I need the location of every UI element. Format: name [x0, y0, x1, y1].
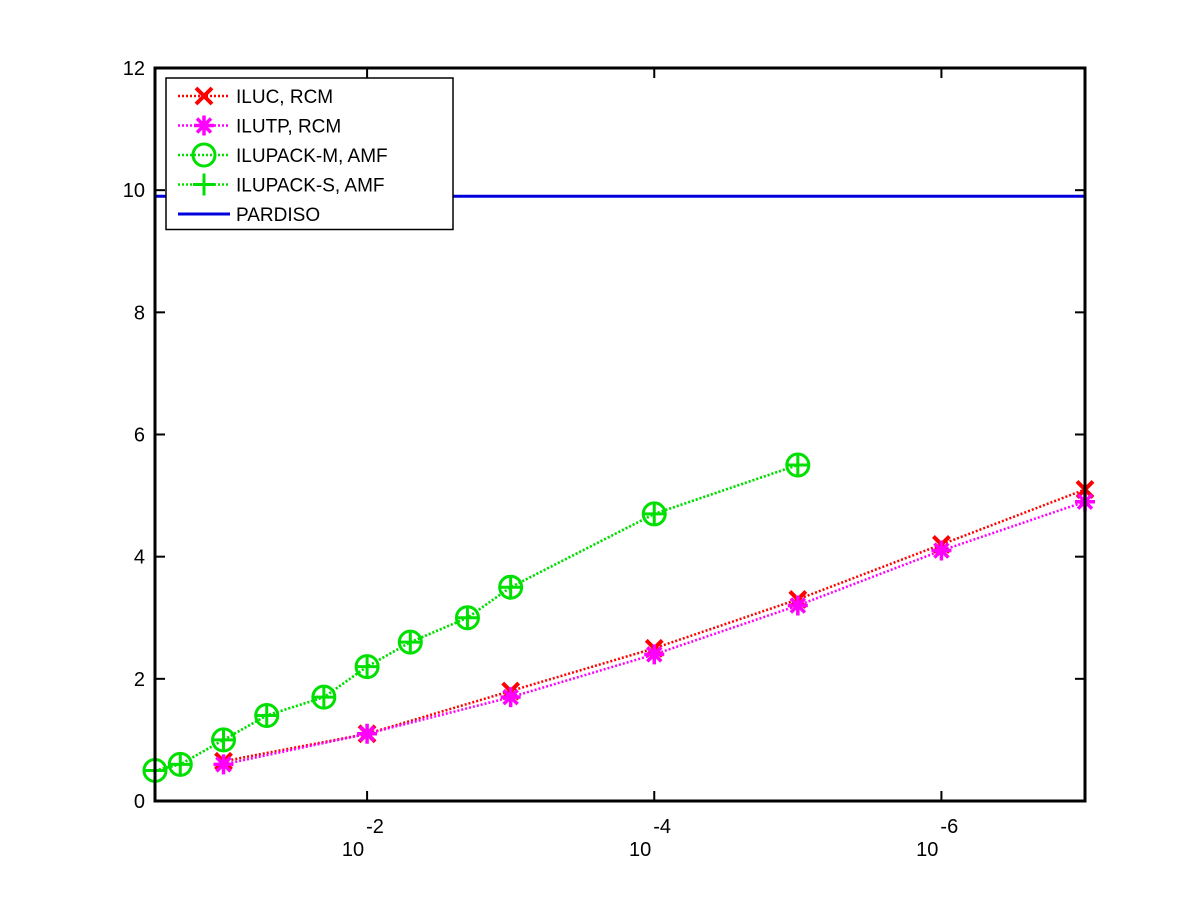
y-tick-label: 10: [123, 180, 145, 202]
plus-marker: [399, 631, 422, 654]
y-tick-label: 12: [123, 58, 145, 80]
x-tick-label-exponent: -2: [366, 816, 384, 838]
legend: ILUC, RCM ILUTP, RCM ILUPACK-M, AMF ILUPACK…: [165, 77, 454, 231]
y-tick-label: 0: [134, 791, 145, 813]
plot-lines: [142, 194, 1095, 783]
legend-label: ILUPACK-S, AMF: [236, 176, 385, 197]
plus-marker: [786, 454, 809, 477]
x-tick-label-exponent: -6: [940, 816, 958, 838]
asterisk-marker: [213, 754, 234, 775]
y-tick-label: 6: [134, 425, 145, 447]
y-tick-label: 4: [134, 547, 145, 569]
plus-marker: [643, 502, 666, 525]
x-tick-label-base: 10: [629, 839, 651, 861]
plus-marker: [312, 686, 335, 709]
asterisk-marker: [644, 644, 665, 665]
x-tick-label-base: 10: [916, 839, 938, 861]
y-tick-label: 2: [134, 669, 145, 691]
x-tick-label-exponent: -4: [653, 816, 671, 838]
legend-label: ILUPACK-M, AMF: [236, 146, 388, 167]
asterisk-marker: [931, 540, 952, 561]
asterisk-marker: [357, 723, 378, 744]
plus-marker: [193, 173, 215, 196]
circle-marker: [191, 142, 217, 168]
legend-label: PARDISO: [236, 205, 320, 226]
x-tick-label-base: 10: [342, 839, 364, 861]
legend-label: ILUC, RCM: [236, 87, 333, 108]
plus-marker: [169, 753, 192, 776]
legend-label: ILUTP, RCM: [236, 117, 341, 138]
x-marker: [194, 86, 214, 106]
series-line: [154, 463, 799, 772]
plus-marker: [255, 704, 278, 727]
plus-marker: [356, 655, 379, 678]
asterisk-marker: [500, 687, 521, 708]
plus-marker: [212, 728, 235, 751]
y-tick-label: 8: [134, 302, 145, 324]
asterisk-marker: [194, 115, 214, 136]
plus-marker: [499, 576, 522, 599]
plus-marker: [456, 606, 479, 629]
asterisk-marker: [787, 595, 808, 616]
